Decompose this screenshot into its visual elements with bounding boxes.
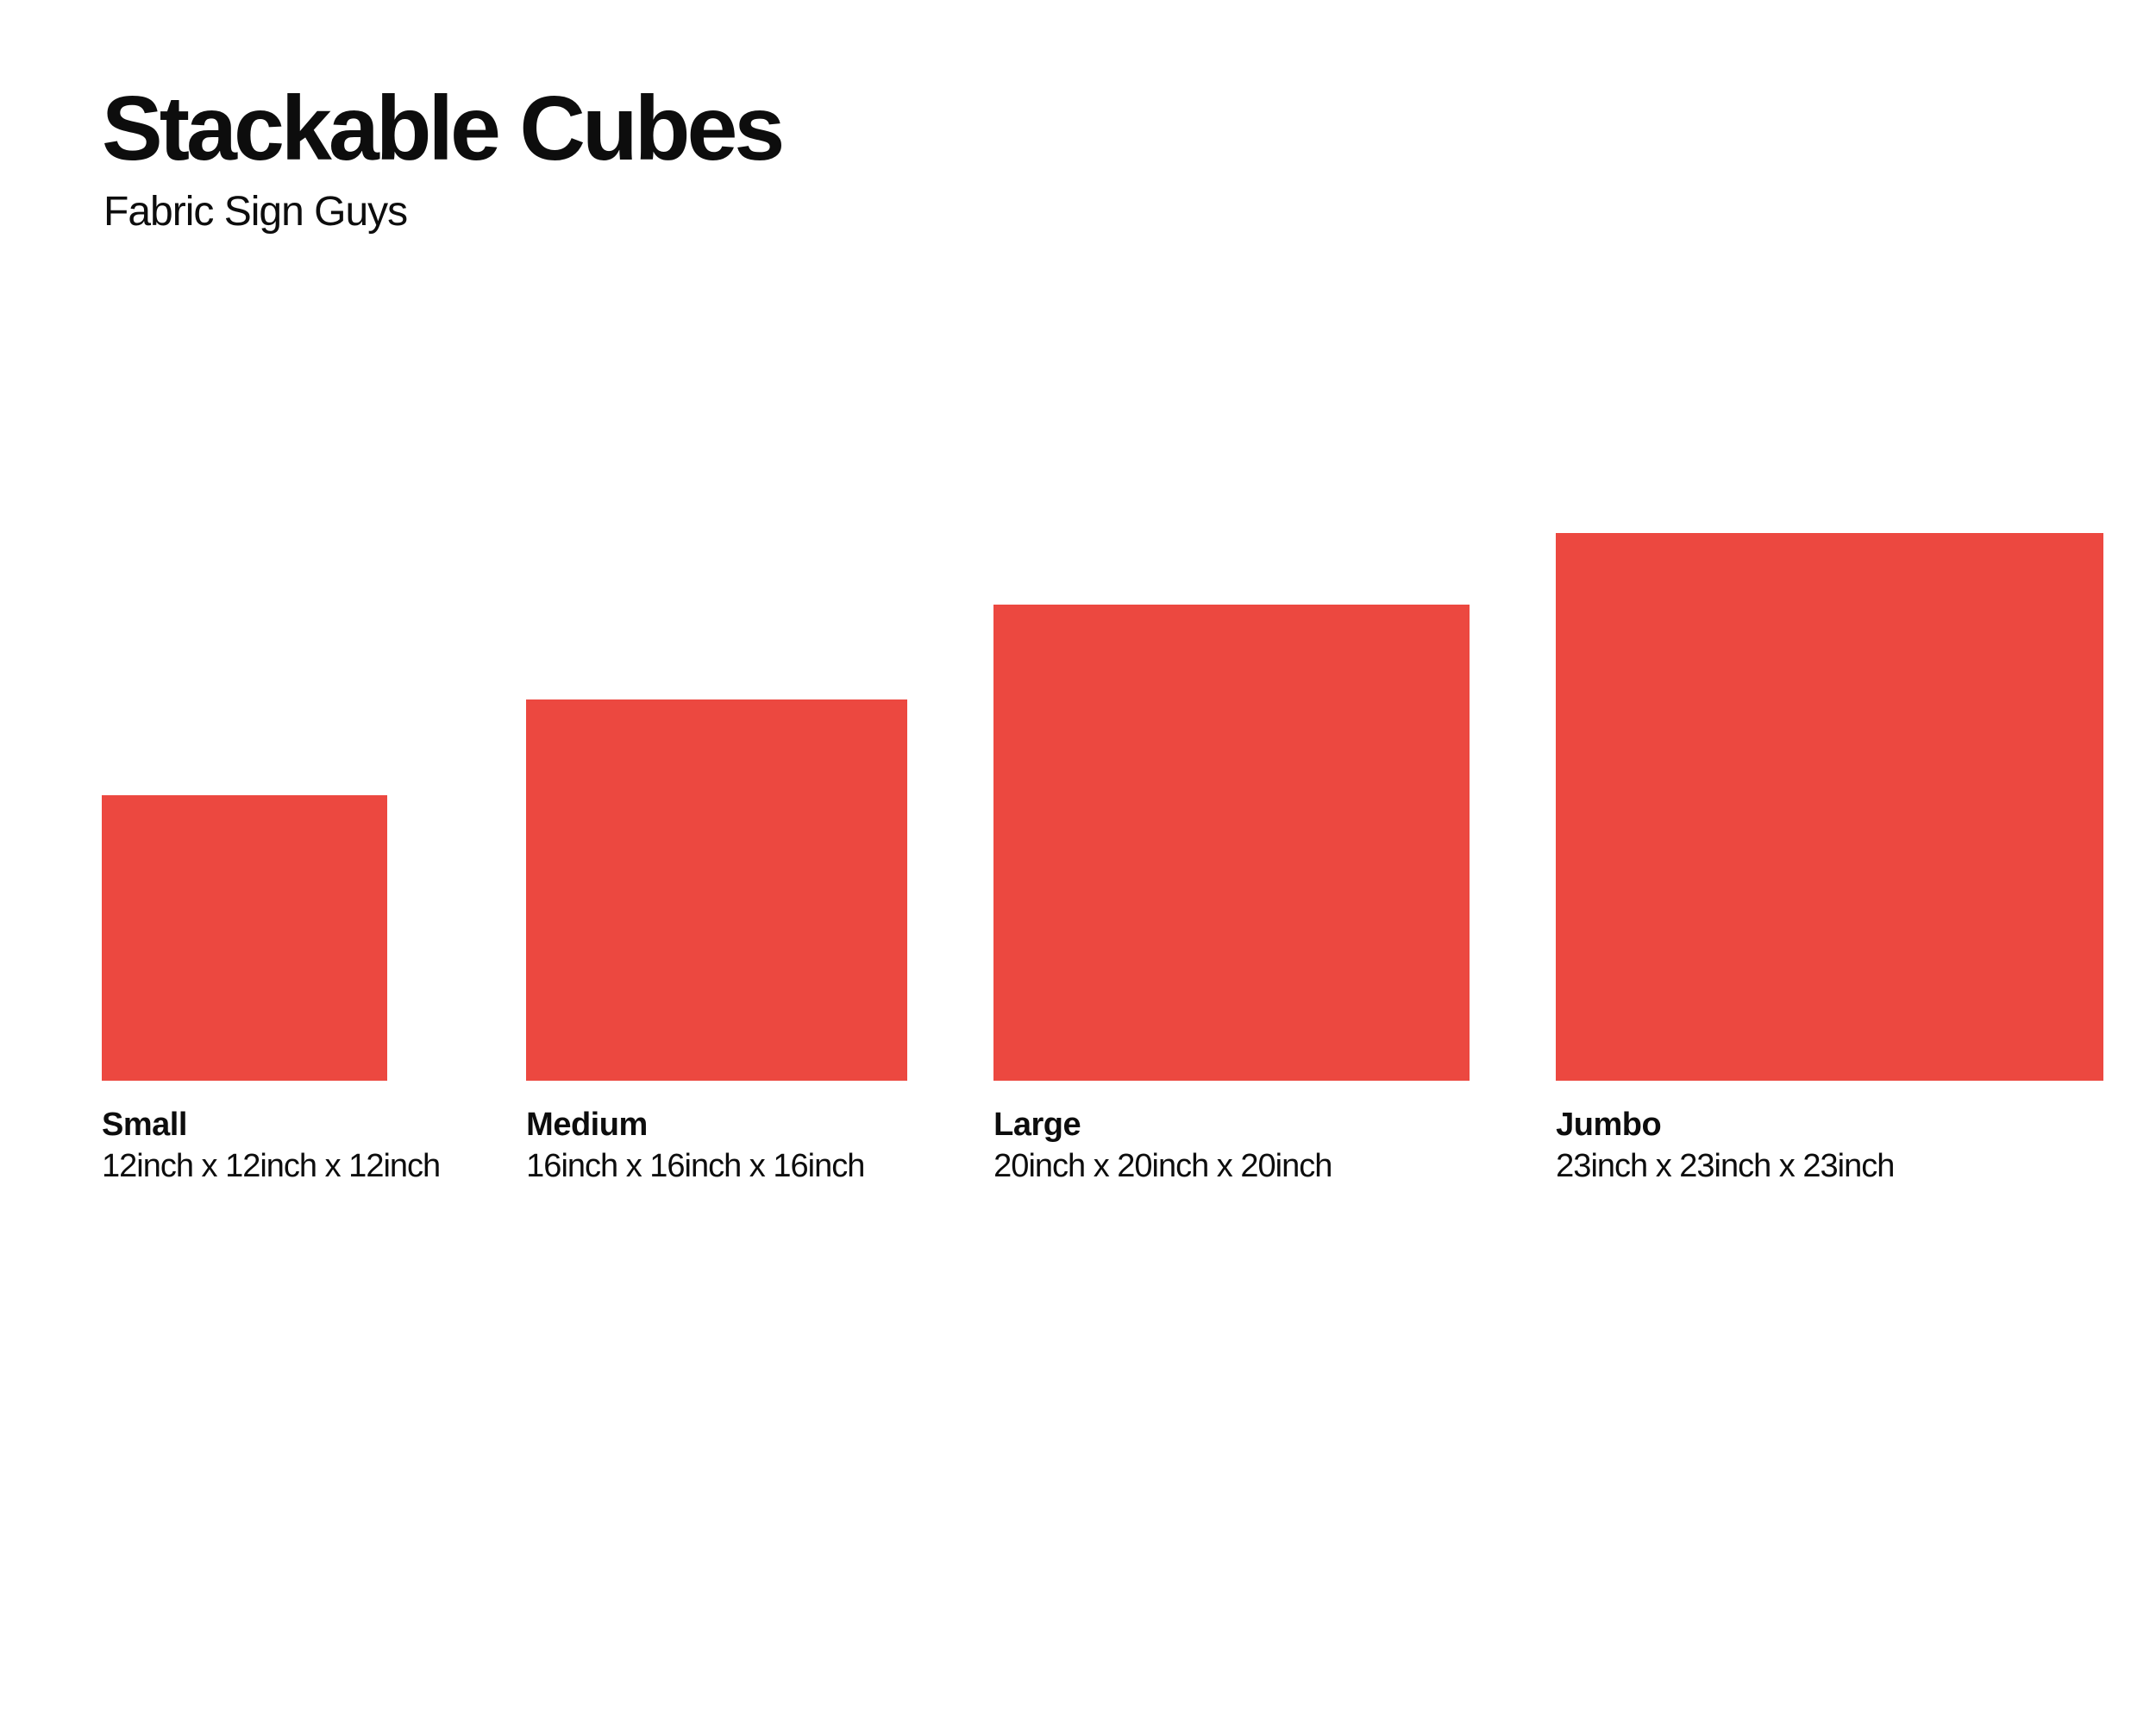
cube-dimensions: 16inch x 16inch x 16inch <box>526 1147 865 1184</box>
cube-item-jumbo: Jumbo 23inch x 23inch x 23inch <box>1556 533 2104 1187</box>
cube-dimensions: 12inch x 12inch x 12inch <box>102 1147 441 1184</box>
cube-name: Small <box>102 1107 187 1143</box>
cube-size-chart: Small 12inch x 12inch x 12inch Medium 16… <box>102 533 2104 1187</box>
header: Stackable Cubes Fabric Sign Guys <box>102 78 785 235</box>
cube-label-jumbo: Jumbo 23inch x 23inch x 23inch <box>1556 1105 2103 1187</box>
cube-dimensions: 20inch x 20inch x 20inch <box>993 1147 1332 1184</box>
cube-name: Large <box>993 1107 1081 1143</box>
cube-swatch-medium <box>526 699 908 1081</box>
cube-label-medium: Medium 16inch x 16inch x 16inch <box>526 1105 907 1187</box>
cube-label-small: Small 12inch x 12inch x 12inch <box>102 1105 441 1187</box>
cube-swatch-jumbo <box>1556 533 2104 1081</box>
cube-name: Jumbo <box>1556 1107 1662 1143</box>
cube-swatch-small <box>102 795 387 1081</box>
cube-label-large: Large 20inch x 20inch x 20inch <box>993 1105 1470 1187</box>
cube-swatch-large <box>993 605 1470 1081</box>
page-title: Stackable Cubes <box>102 78 785 179</box>
cube-item-medium: Medium 16inch x 16inch x 16inch <box>526 699 908 1187</box>
cube-dimensions: 23inch x 23inch x 23inch <box>1556 1147 1895 1184</box>
cube-item-small: Small 12inch x 12inch x 12inch <box>102 795 441 1187</box>
page-subtitle: Fabric Sign Guys <box>103 189 408 235</box>
cube-name: Medium <box>526 1107 648 1143</box>
cube-item-large: Large 20inch x 20inch x 20inch <box>993 605 1470 1187</box>
